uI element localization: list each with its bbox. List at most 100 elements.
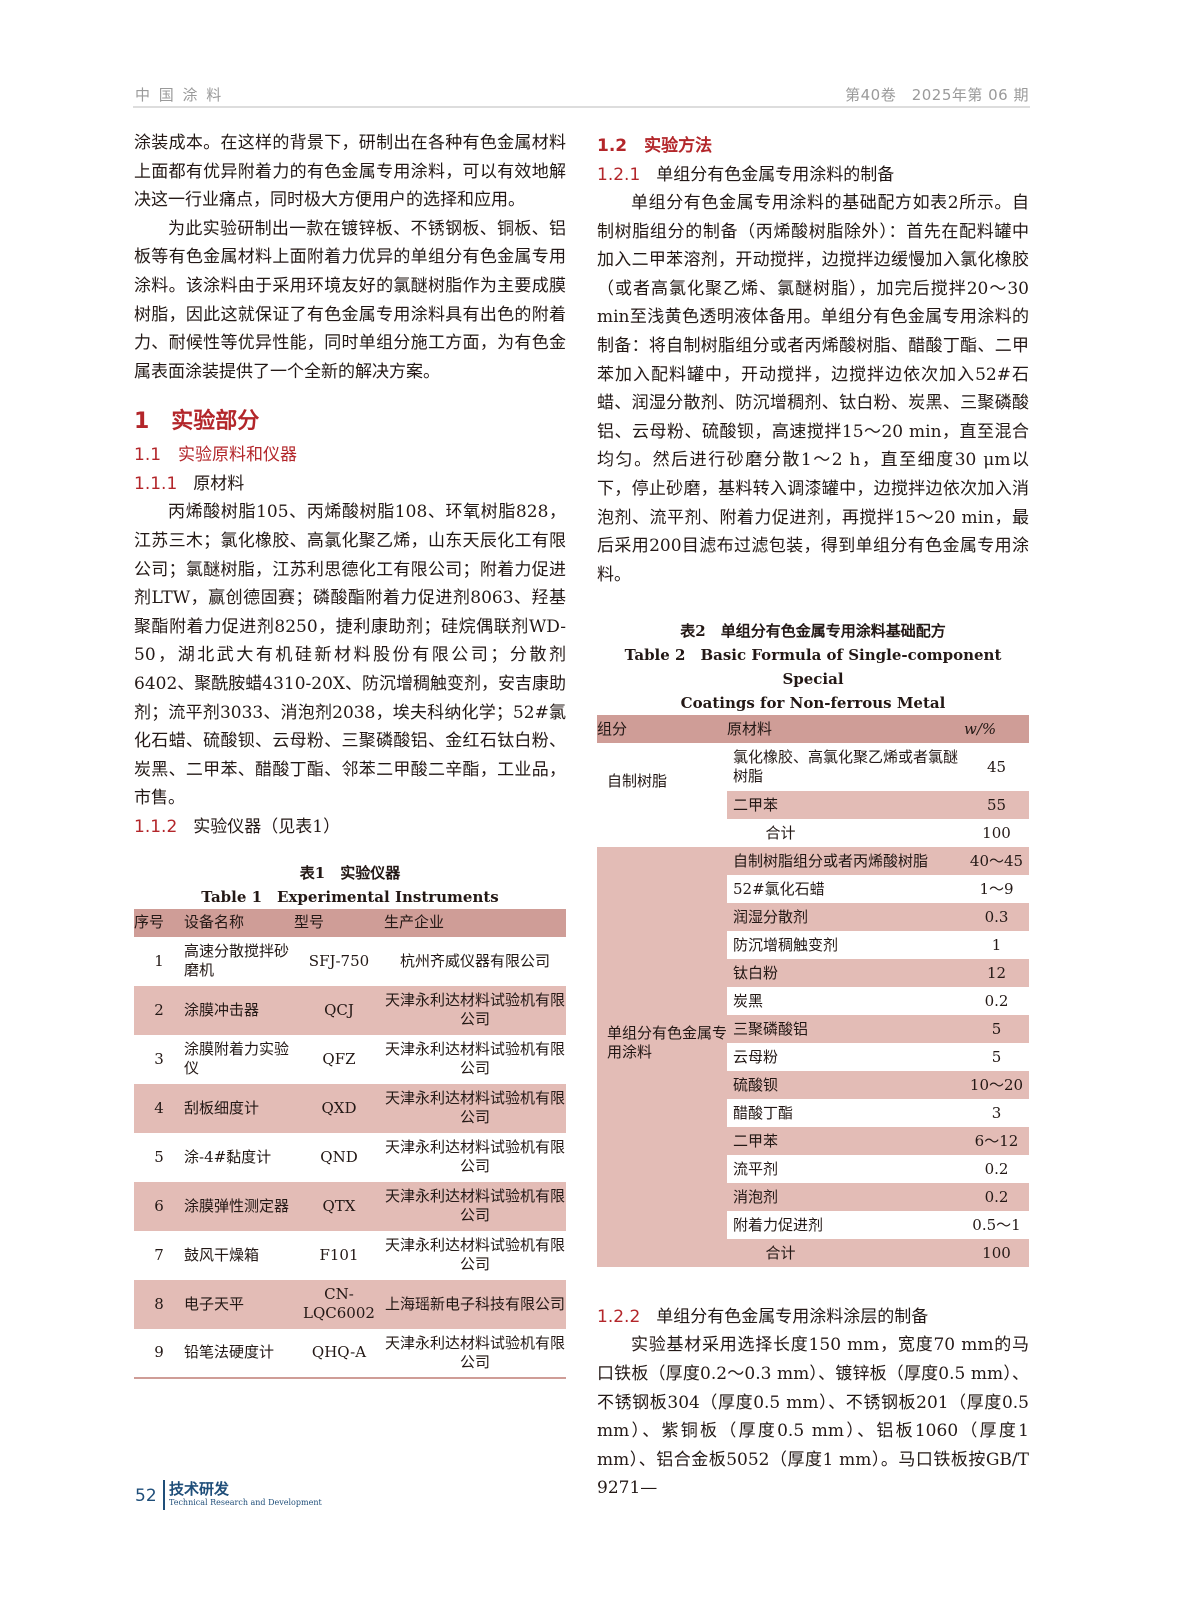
table-cell: 5 (154, 1147, 164, 1166)
table-cell: 三聚磷酸铝 (727, 1015, 964, 1044)
table-row: 消泡剂 0.2 (597, 1183, 1029, 1212)
table-cell: 1 (991, 935, 1002, 954)
table-cell: 100 (964, 1239, 1029, 1268)
column-header: w/% (964, 715, 1029, 744)
table-cell: 55 (964, 791, 1029, 820)
table-cell: 硫酸钡 (727, 1071, 964, 1100)
table-row: 1 高速分散搅拌砂磨机 SFJ-750 杭州齐威仪器有限公司 (134, 937, 566, 986)
table-row: 单组分有色金属专用涂料 自制树脂组分或者丙烯酸树脂 40～45 (597, 847, 1029, 1240)
subsubsection-heading: 1.1.1 原材料 (134, 470, 566, 498)
table-cell: QCJ (294, 985, 384, 1035)
table-cell: 天津永利达材料试验机有限公司 (384, 1083, 566, 1133)
table-cell: SFJ-750 (308, 951, 370, 970)
table-cell: F101 (319, 1245, 359, 1264)
section-heading: 1 实验部分 (134, 409, 260, 435)
table-row: 润湿分散剂 0.3 (597, 903, 1029, 932)
table-cell: 鼓风干燥箱 (184, 1245, 260, 1264)
paragraph: 丙烯酸树脂105、丙烯酸树脂108、环氧树脂828，江苏三木；氯化橡胶、高氯化聚… (134, 502, 567, 809)
table-row: 附着力促进剂 0.5～1 (597, 1211, 1029, 1239)
table-cell: 100 (982, 823, 1011, 842)
table-cell: 12 (964, 959, 1029, 988)
heading-number: 1.2.1 (597, 165, 641, 185)
column-header: 设备名称 (184, 908, 294, 937)
table-cell: 3 (154, 1049, 164, 1068)
table-cell: 涂膜附着力实验仪 (184, 1040, 290, 1078)
table1: 序号 设备名称 型号 生产企业 1 高速分散搅拌砂磨机 SFJ-750 杭州齐威仪器有… (134, 908, 566, 1379)
table-row: 52#氯化石蜡 1～9 (597, 875, 1029, 903)
heading-text: 单组分有色金属专用涂料的制备 (656, 165, 895, 185)
table-cell: 自制树脂组分或者丙烯酸树脂 (727, 847, 964, 876)
table-cell: 2 (134, 985, 184, 1035)
table-cell: 1 (154, 951, 164, 970)
table-cell: 0.2 (964, 1183, 1029, 1212)
table-cell: 合计 (597, 1239, 964, 1268)
journal-name: 中 国 涂 料 (135, 86, 224, 104)
table-cell: 1～9 (979, 879, 1014, 898)
table1-title-en: Table 1 Experimental Instruments (201, 887, 499, 906)
table-cell: 4 (134, 1083, 184, 1133)
table-cell: 7 (154, 1245, 164, 1264)
table-row: 炭黑 0.2 (597, 987, 1029, 1015)
page-number: 52 (135, 1486, 157, 1506)
table2-title-en: Table 2 Basic Formula of Single-componen… (624, 646, 1002, 689)
table-cell: 钛白粉 (727, 959, 964, 988)
column-header: 生产企业 (384, 908, 566, 937)
table-cell: 0.2 (984, 1159, 1009, 1178)
table-cell: 5 (964, 1015, 1029, 1044)
table-cell: 8 (134, 1279, 184, 1329)
table-row: 合计 100 (597, 819, 1029, 847)
table-row: 云母粉 5 (597, 1043, 1029, 1071)
table-cell: CN-LQC6002 (294, 1279, 384, 1329)
table-cell: 6～12 (964, 1127, 1029, 1156)
column-header: 组分 (597, 715, 727, 744)
column-header: 序号 (134, 908, 184, 937)
table-cell: 炭黑 (733, 991, 764, 1010)
table-cell: 刮板细度计 (184, 1083, 294, 1133)
table-row: 防沉增稠触变剂 1 (597, 931, 1029, 959)
table-cell: 40～45 (964, 847, 1029, 876)
subsection-heading: 1.2 实验方法 (597, 136, 713, 156)
table-header-row: 组分 原材料 w/% (597, 715, 1029, 744)
table-cell: 0.5～1 (972, 1215, 1021, 1234)
table-header-row: 序号 设备名称 型号 生产企业 (134, 908, 566, 937)
table-row: 6 涂膜弹性测定器 QTX 天津永利达材料试验机有限公司 (134, 1181, 566, 1231)
table-cell: 高速分散搅拌砂磨机 (184, 942, 290, 980)
paragraph: 单组分有色金属专用涂料的基础配方如表2所示。自制树脂组分的制备（丙烯酸树脂除外）… (597, 193, 1029, 585)
issue-info: 第40卷 2025年第 06 期 (845, 86, 1029, 104)
table1-title-cn: 表1 实验仪器 (299, 863, 401, 882)
table-cell: 9 (154, 1343, 164, 1362)
paragraph: 涂装成本。在这样的背景下，研制出在各种有色金属材料上面都有优异附着力的有色金属专… (134, 133, 566, 211)
paragraph: 实验基材采用选择长度150 mm，宽度70 mm的马口铁板（厚度0.2～0.3 … (597, 1335, 1029, 1499)
table-cell: 涂-4#黏度计 (184, 1147, 272, 1166)
table-row: 2 涂膜冲击器 QCJ 天津永利达材料试验机有限公司 (134, 985, 566, 1035)
table-row: 合计 100 (597, 1239, 1029, 1268)
subsubsection-heading: 1.2.2 单组分有色金属专用涂料涂层的制备 (597, 1303, 1029, 1331)
heading-number: 1.1.1 (134, 474, 178, 495)
table-row: 自制树脂 氯化橡胶、高氯化聚乙烯或者氯醚树脂 45 (597, 743, 1029, 791)
table-row: 流平剂 0.2 (597, 1155, 1029, 1183)
table-cell: QXD (294, 1083, 384, 1133)
table-cell: 醋酸丁酯 (733, 1103, 794, 1122)
heading-number: 1.1.2 (134, 816, 178, 837)
table-cell: 天津永利达材料试验机有限公司 (384, 1236, 565, 1274)
heading-text: 原材料 (193, 474, 245, 495)
table-row: 4 刮板细度计 QXD 天津永利达材料试验机有限公司 (134, 1083, 566, 1133)
table-cell: 流平剂 (733, 1159, 779, 1178)
table-cell: 铅笔法硬度计 (184, 1343, 275, 1362)
footer-divider (163, 1480, 165, 1510)
section-name-en: Technical Research and Development (169, 1498, 322, 1507)
table-cell: QTX (294, 1181, 384, 1231)
table-cell: QHQ-A (311, 1343, 367, 1362)
right-column: 1.2 实验方法 1.2.1 单组分有色金属专用涂料的制备 单组分有色金属专用涂料… (597, 131, 1029, 1503)
heading-number: 1.2.2 (597, 1307, 641, 1328)
table-cell: 防沉增稠触变剂 (733, 935, 839, 954)
table-cell: 天津永利达材料试验机有限公司 (384, 985, 566, 1035)
table-cell: 二甲苯 (727, 1127, 964, 1156)
table-row: 5 涂-4#黏度计 QND 天津永利达材料试验机有限公司 (134, 1133, 566, 1182)
table-cell: 天津永利达材料试验机有限公司 (384, 1138, 565, 1176)
table-cell: 天津永利达材料试验机有限公司 (384, 1181, 566, 1231)
table-row: 3 涂膜附着力实验仪 QFZ 天津永利达材料试验机有限公司 (134, 1035, 566, 1084)
table-cell: QFZ (322, 1049, 356, 1068)
table-cell: 合计 (765, 823, 796, 842)
left-column: 涂装成本。在这样的背景下，研制出在各种有色金属材料上面都有优异附着力的有色金属专… (134, 129, 566, 1379)
